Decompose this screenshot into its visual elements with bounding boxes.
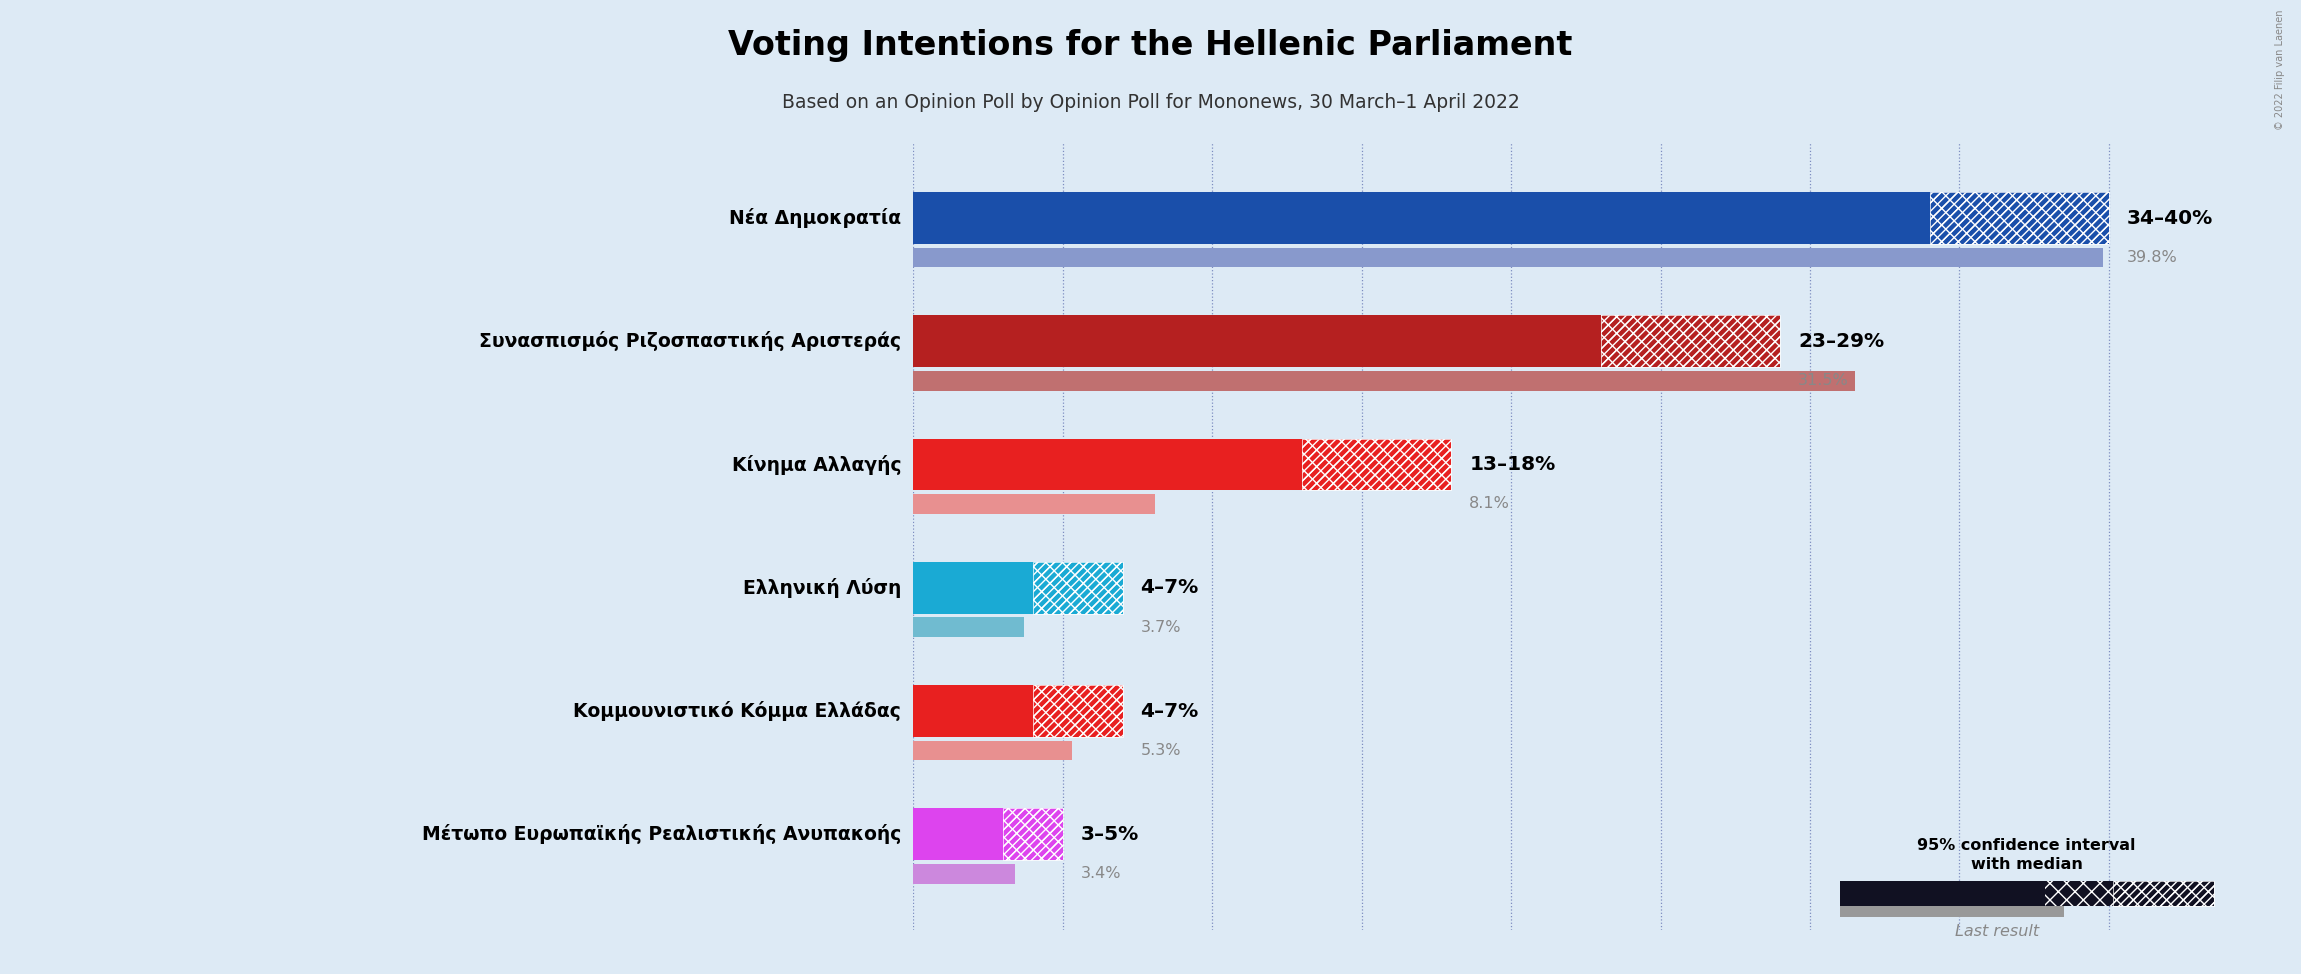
Bar bbox=[913, 247, 2103, 267]
Text: 8.1%: 8.1% bbox=[1470, 497, 1509, 511]
Bar bbox=[1931, 192, 2110, 244]
Bar bbox=[1033, 562, 1123, 614]
Bar bbox=[1033, 685, 1123, 737]
Text: 4–7%: 4–7% bbox=[1141, 701, 1199, 721]
Bar bbox=[1302, 438, 1452, 490]
Text: 39.8%: 39.8% bbox=[2126, 250, 2177, 265]
Text: 3–5%: 3–5% bbox=[1081, 825, 1139, 843]
Bar bbox=[1302, 438, 1452, 490]
Text: Κομμουνιστικό Κόμμα Ελλάδας: Κομμουνιστικό Κόμμα Ελλάδας bbox=[573, 701, 902, 721]
Bar bbox=[1302, 438, 1452, 490]
Text: with median: with median bbox=[1970, 857, 2082, 873]
Text: 23–29%: 23–29% bbox=[1797, 332, 1885, 351]
Bar bbox=[913, 316, 1601, 367]
Bar bbox=[913, 494, 1155, 514]
Bar bbox=[1003, 808, 1063, 860]
Bar bbox=[913, 618, 1024, 637]
Bar bbox=[913, 562, 1033, 614]
Bar bbox=[1601, 316, 1781, 367]
Text: Ελληνική Λύση: Ελληνική Λύση bbox=[743, 578, 902, 598]
Text: Based on an Opinion Poll by Opinion Poll for Mononews, 30 March–1 April 2022: Based on an Opinion Poll by Opinion Poll… bbox=[782, 93, 1519, 112]
Bar bbox=[1841, 881, 2046, 906]
Bar bbox=[1033, 685, 1123, 737]
Bar bbox=[1003, 808, 1063, 860]
Bar bbox=[1601, 316, 1781, 367]
Bar bbox=[1841, 907, 2064, 918]
Bar bbox=[913, 438, 1302, 490]
Bar bbox=[1601, 316, 1781, 367]
Text: 13–18%: 13–18% bbox=[1470, 455, 1555, 474]
Text: Νέα Δημοκρατία: Νέα Δημοκρατία bbox=[729, 208, 902, 228]
Bar bbox=[913, 371, 1855, 391]
Bar bbox=[913, 192, 1931, 244]
Bar bbox=[1931, 192, 2110, 244]
Bar bbox=[913, 808, 1003, 860]
Text: Συνασπισμός Ριζοσπαστικής Αριστεράς: Συνασπισμός Ριζοσπαστικής Αριστεράς bbox=[479, 331, 902, 352]
Bar bbox=[1033, 685, 1123, 737]
Bar bbox=[1033, 562, 1123, 614]
Text: Μέτωπο Ευρωπαϊκής Ρεαλιστικής Ανυπακοής: Μέτωπο Ευρωπαϊκής Ρεαλιστικής Ανυπακοής bbox=[421, 824, 902, 844]
Text: 95% confidence interval: 95% confidence interval bbox=[1917, 838, 2135, 852]
Bar bbox=[1003, 808, 1063, 860]
Text: Κίνημα Αλλαγής: Κίνημα Αλλαγής bbox=[732, 455, 902, 474]
Text: 5.3%: 5.3% bbox=[1141, 743, 1180, 758]
Text: 3.7%: 3.7% bbox=[1141, 619, 1180, 635]
Text: 4–7%: 4–7% bbox=[1141, 579, 1199, 597]
Text: Last result: Last result bbox=[1956, 924, 2039, 939]
Bar bbox=[1033, 562, 1123, 614]
Bar bbox=[2112, 881, 2214, 906]
Text: © 2022 Filip van Laenen: © 2022 Filip van Laenen bbox=[2276, 10, 2285, 131]
Text: 31.5%: 31.5% bbox=[1797, 373, 1848, 389]
Text: 34–40%: 34–40% bbox=[2126, 208, 2214, 228]
Bar bbox=[1931, 192, 2110, 244]
Bar bbox=[2046, 881, 2214, 906]
Bar bbox=[913, 685, 1033, 737]
Bar bbox=[913, 740, 1072, 761]
Text: Voting Intentions for the Hellenic Parliament: Voting Intentions for the Hellenic Parli… bbox=[729, 29, 1572, 62]
Text: 3.4%: 3.4% bbox=[1081, 866, 1121, 881]
Bar bbox=[913, 864, 1015, 883]
